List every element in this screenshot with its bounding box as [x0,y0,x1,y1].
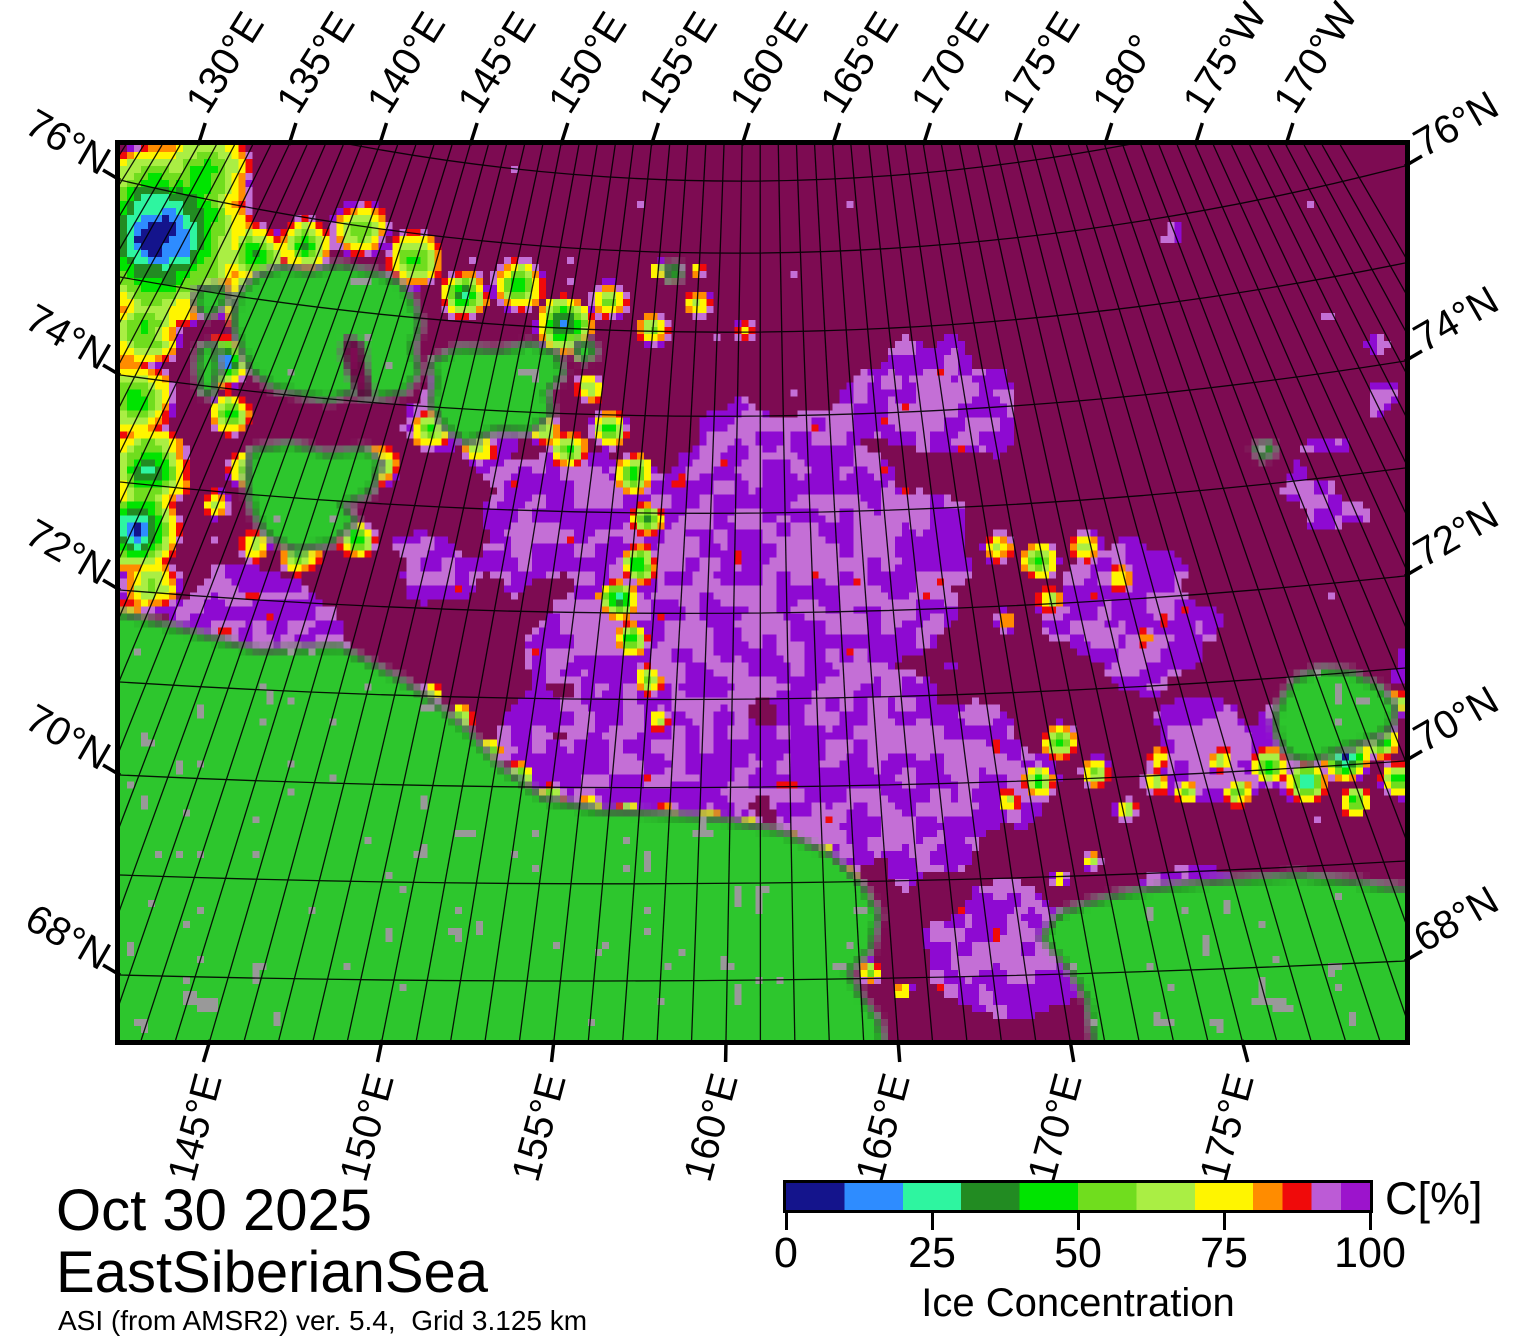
colorbar-tick-label: 75 [1200,1229,1248,1277]
top-axis-label: 130°E [178,5,273,121]
colorbar-title: Ice Concentration [921,1281,1235,1325]
colorbar-tick-label: 100 [1334,1229,1406,1277]
colorbar-tick [785,1213,788,1230]
top-axis-label: 170°W [1265,0,1366,121]
bottom-axis-label: 170°E [1020,1069,1091,1186]
region-title: EastSiberianSea [56,1240,489,1305]
top-axis-label: 145°E [449,5,544,121]
top-axis-label: 170°E [903,5,998,121]
top-axis-label: 150°E [540,5,635,121]
left-axis-label: 76°N [18,101,117,184]
right-axis-label: 74°N [1407,278,1506,361]
top-axis-label: 175°E [993,5,1088,121]
top-axis-label: 165°E [812,5,907,121]
colorbar-tick-label: 50 [1054,1229,1102,1277]
left-axis-label: 72°N [18,511,117,594]
colorbar-tick [931,1213,934,1230]
bottom-axis-label: 165°E [848,1069,919,1186]
top-axis-label: 180° [1084,27,1165,120]
left-axis-label: 68°N [18,896,117,979]
source-caption: ASI (from AMSR2) ver. 5.4, Grid 3.125 km [58,1305,588,1336]
right-axis-label: 68°N [1407,878,1506,961]
left-axis-label: 70°N [18,696,117,779]
right-axis-label: 70°N [1407,678,1506,761]
top-axis-label: 160°E [721,5,816,121]
bottom-axis-label: 155°E [504,1069,575,1186]
colorbar-gradient [783,1180,1373,1213]
bottom-axis-label: 150°E [332,1069,403,1186]
colorbar-tick-label: 0 [774,1229,798,1277]
colorbar-tick [1223,1213,1226,1230]
ice-concentration-map [120,145,1405,1040]
right-axis-label: 72°N [1407,493,1506,576]
top-axis-label: 135°E [268,5,363,121]
colorbar-tick-label: 25 [908,1229,956,1277]
colorbar-tick [1077,1213,1080,1230]
colorbar-unit-label: C[%] [1385,1173,1483,1224]
top-axis-label: 155°E [631,5,726,121]
bottom-axis-label: 160°E [676,1069,747,1186]
colorbar-tick [1369,1213,1372,1230]
top-axis-label: 140°E [359,5,454,121]
right-axis-label: 76°N [1407,83,1506,166]
left-axis-label: 74°N [18,296,117,379]
colorbar: 0 25 50 75 100 [774,1180,1406,1275]
bottom-axis-label: 145°E [160,1069,231,1186]
date-title: Oct 30 2025 [56,1178,372,1243]
bottom-axis-label: 175°E [1192,1069,1263,1186]
top-axis-label: 175°W [1175,0,1276,121]
